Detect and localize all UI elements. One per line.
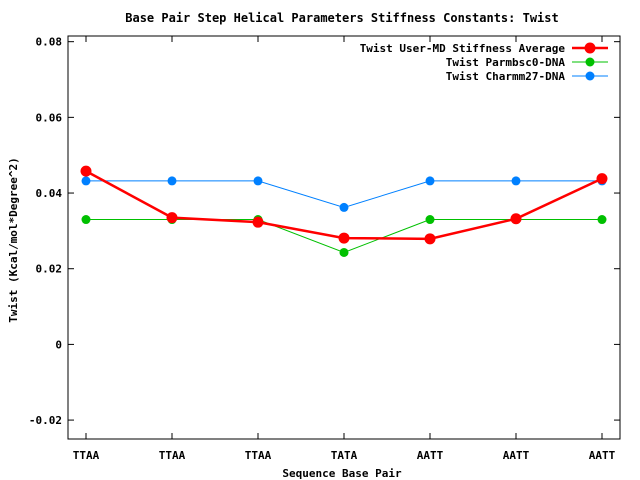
data-point xyxy=(167,176,177,186)
data-point xyxy=(253,176,263,186)
data-point xyxy=(511,176,521,186)
x-tick-label: TTAA xyxy=(159,449,186,462)
data-point xyxy=(597,215,607,225)
legend-label: Twist User-MD Stiffness Average xyxy=(360,42,566,55)
series-group xyxy=(80,165,608,257)
x-axis-label: Sequence Base Pair xyxy=(282,467,402,480)
data-point xyxy=(338,232,350,244)
data-point xyxy=(80,165,92,177)
data-point xyxy=(81,215,91,225)
x-tick-label: AATT xyxy=(503,449,530,462)
data-point xyxy=(424,233,436,245)
legend-label: Twist Parmbsc0-DNA xyxy=(446,56,566,69)
y-tick-label: 0 xyxy=(55,338,62,351)
chart-title: Base Pair Step Helical Parameters Stiffn… xyxy=(125,11,558,25)
y-axis: -0.02 0 0.02 0.04 0.06 0.08 xyxy=(29,36,620,427)
y-tick-label: 0.04 xyxy=(36,187,63,200)
series-1 xyxy=(80,165,608,245)
data-point xyxy=(252,216,264,228)
x-tick-label: TTAA xyxy=(73,449,100,462)
legend-swatch-marker xyxy=(585,57,595,67)
data-point xyxy=(425,215,435,225)
x-tick-label: AATT xyxy=(417,449,444,462)
y-tick-label: 0.08 xyxy=(36,36,63,49)
data-point xyxy=(81,176,91,186)
data-point xyxy=(339,247,349,257)
y-tick-label: -0.02 xyxy=(29,414,62,427)
x-axis: TTAA TTAA TTAA TATA AATT AATT AATT xyxy=(73,36,616,462)
data-point xyxy=(596,173,608,185)
data-point xyxy=(166,212,178,224)
y-tick-label: 0.06 xyxy=(36,111,63,124)
data-point xyxy=(510,213,522,225)
legend-label: Twist Charmm27-DNA xyxy=(446,70,566,83)
x-tick-label: AATT xyxy=(589,449,616,462)
y-axis-label: Twist (Kcal/mol*Degree^2) xyxy=(7,157,20,323)
x-tick-label: TATA xyxy=(331,449,358,462)
series-3 xyxy=(81,176,607,212)
data-point xyxy=(425,176,435,186)
x-tick-label: TTAA xyxy=(245,449,272,462)
legend-swatch-marker xyxy=(584,42,596,54)
legend-swatch-marker xyxy=(585,71,595,81)
data-point xyxy=(339,202,349,212)
y-tick-label: 0.02 xyxy=(36,263,63,276)
